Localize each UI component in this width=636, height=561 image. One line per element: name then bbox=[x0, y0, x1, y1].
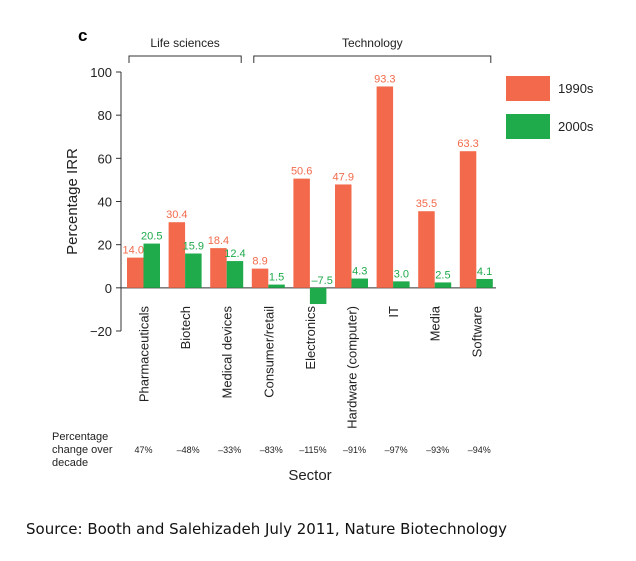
data-label-2000s: –7.5 bbox=[311, 275, 332, 287]
y-tick-label: 20 bbox=[98, 238, 112, 253]
y-axis-title: Percentage IRR bbox=[64, 148, 81, 255]
category-label: Medical devices bbox=[220, 306, 235, 399]
source-caption: Source: Booth and Salehizadeh July 2011,… bbox=[26, 520, 508, 538]
y-tick-label: 60 bbox=[98, 151, 112, 166]
change-row-label: Percentage bbox=[52, 431, 108, 443]
bar-2000s bbox=[476, 278, 493, 288]
data-label-1990s: 47.9 bbox=[333, 171, 354, 183]
data-label-2000s: 4.3 bbox=[352, 266, 367, 278]
bar-chart: c −20 0 20 40 60 80 100 Percentage IRR 14.0 20.5 P… bbox=[52, 26, 594, 484]
data-label-2000s: 20.5 bbox=[141, 231, 162, 243]
legend-swatch bbox=[506, 76, 550, 101]
data-label-1990s: 18.4 bbox=[208, 235, 229, 247]
bar-2000s bbox=[185, 253, 202, 288]
bar-1990s bbox=[418, 211, 435, 288]
category-label: Biotech bbox=[178, 306, 193, 349]
panel-label: c bbox=[78, 26, 87, 45]
bar-2000s bbox=[143, 243, 160, 288]
group-label: Life sciences bbox=[150, 36, 219, 50]
group-label: Technology bbox=[342, 36, 403, 50]
change-row-label: decade bbox=[52, 457, 88, 469]
category-label: Consumer/retail bbox=[261, 306, 276, 398]
data-label-2000s: 2.5 bbox=[435, 269, 450, 281]
data-label-2000s: 15.9 bbox=[183, 241, 204, 253]
data-label-1990s: 50.6 bbox=[291, 166, 312, 178]
category-label: Pharmaceuticals bbox=[137, 306, 152, 403]
data-label-2000s: 4.1 bbox=[477, 266, 492, 278]
x-axis-title: Sector bbox=[288, 467, 331, 484]
category-label: Hardware (computer) bbox=[345, 306, 360, 429]
bar-1990s bbox=[127, 257, 144, 288]
bar-2000s bbox=[309, 287, 327, 305]
change-value: 47% bbox=[134, 445, 152, 455]
bar-1990s bbox=[293, 178, 310, 288]
bar-1990s bbox=[251, 268, 269, 288]
y-tick-label: 40 bbox=[98, 195, 112, 210]
bar-2000s bbox=[268, 284, 285, 288]
bar-1990s bbox=[335, 184, 352, 288]
change-value: –83% bbox=[260, 445, 283, 455]
change-value: –48% bbox=[177, 445, 200, 455]
group-bracket bbox=[128, 55, 242, 63]
legend-label: 1990s bbox=[558, 81, 594, 96]
legend: 1990s 2000s bbox=[506, 76, 594, 139]
bar-1990s bbox=[210, 248, 227, 288]
bar-1990s bbox=[168, 222, 186, 288]
change-row-label: change over bbox=[52, 444, 113, 456]
bar-2000s bbox=[226, 261, 244, 288]
group-bracket bbox=[253, 55, 492, 63]
plot-area: −20 0 20 40 60 80 100 Percentage IRR 14.0 20.5 Pha… bbox=[52, 36, 496, 484]
data-label-1990s: 30.4 bbox=[166, 209, 187, 221]
data-label-1990s: 63.3 bbox=[457, 138, 478, 150]
bar-1990s bbox=[459, 151, 477, 288]
legend-swatch bbox=[506, 114, 550, 139]
change-value: –93% bbox=[426, 445, 449, 455]
bar-2000s bbox=[393, 281, 410, 288]
data-label-2000s: 12.4 bbox=[224, 248, 245, 260]
data-label-2000s: 3.0 bbox=[394, 268, 409, 280]
bar-2000s bbox=[434, 282, 452, 288]
y-tick-label: 100 bbox=[90, 65, 112, 80]
category-label: Electronics bbox=[303, 306, 318, 370]
data-label-1990s: 35.5 bbox=[416, 198, 437, 210]
data-label-1990s: 8.9 bbox=[252, 256, 267, 268]
change-value: –94% bbox=[468, 445, 491, 455]
change-value: –115% bbox=[299, 445, 326, 455]
y-tick-label: −20 bbox=[90, 324, 112, 339]
change-value: –91% bbox=[343, 445, 366, 455]
y-tick-label: 0 bbox=[105, 281, 112, 296]
legend-label: 2000s bbox=[558, 119, 594, 134]
category-label: IT bbox=[386, 306, 401, 318]
y-tick-label: 80 bbox=[98, 108, 112, 123]
category-label: Media bbox=[428, 305, 443, 341]
data-label-1990s: 93.3 bbox=[374, 73, 395, 85]
change-value: –33% bbox=[218, 445, 241, 455]
change-value: –97% bbox=[385, 445, 408, 455]
bar-1990s bbox=[376, 86, 394, 288]
category-label: Software bbox=[469, 306, 484, 357]
data-label-1990s: 14.0 bbox=[123, 245, 144, 257]
data-label-2000s: 1.5 bbox=[269, 272, 284, 284]
bar-2000s bbox=[351, 278, 368, 288]
